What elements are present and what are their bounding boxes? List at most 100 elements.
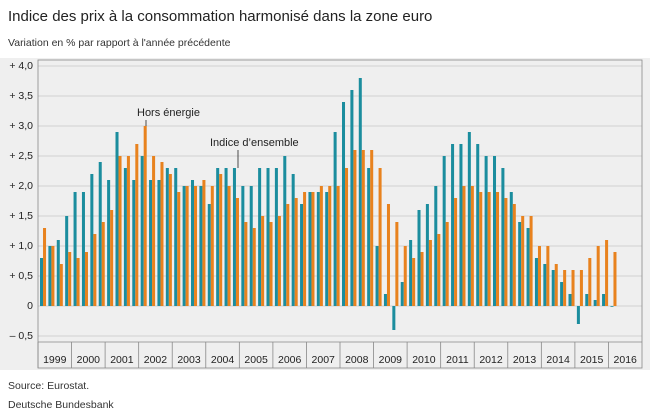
x-tick-label: 2014: [546, 354, 570, 366]
bar: [350, 90, 354, 306]
bar: [118, 156, 122, 306]
bar: [493, 156, 497, 306]
y-tick-label: – 0,5: [10, 330, 34, 342]
bar: [59, 264, 63, 306]
bar: [157, 180, 161, 306]
bar: [149, 180, 153, 306]
bar: [417, 210, 421, 306]
bar: [451, 144, 455, 306]
bar: [442, 156, 446, 306]
legend-label: Indice d’ensemble: [210, 137, 299, 149]
source: Source: Eurostat.: [8, 380, 89, 392]
bar: [593, 300, 597, 306]
x-tick-label: 2003: [177, 354, 201, 366]
bar: [168, 174, 172, 306]
bar: [392, 306, 396, 330]
x-tick-label: 2011: [446, 354, 469, 366]
bar: [509, 192, 513, 306]
bar: [496, 192, 500, 306]
bar: [512, 204, 516, 306]
y-tick-label: + 1,5: [9, 210, 33, 222]
bar: [194, 186, 198, 306]
bar: [576, 306, 580, 324]
x-tick-label: 2002: [144, 354, 168, 366]
bar: [224, 168, 228, 306]
x-tick-label: 2001: [110, 354, 134, 366]
x-tick-label: 2006: [278, 354, 302, 366]
bar: [316, 192, 320, 306]
bar: [342, 102, 346, 306]
legend-label: Hors énergie: [137, 107, 200, 119]
chart-title: Indice des prix à la consommation harmon…: [8, 8, 432, 25]
bar: [43, 228, 47, 306]
x-tick-label: 2015: [580, 354, 604, 366]
bar: [501, 168, 505, 306]
bar: [140, 156, 144, 306]
bar: [534, 258, 538, 306]
bar: [98, 162, 102, 306]
bar: [101, 222, 105, 306]
bar: [526, 228, 530, 306]
bar: [76, 258, 80, 306]
x-tick-label: 2008: [345, 354, 369, 366]
bar: [345, 168, 349, 306]
bar: [325, 192, 329, 306]
bar: [319, 186, 323, 306]
y-tick-label: + 3,5: [9, 90, 33, 102]
bar: [286, 204, 290, 306]
bar: [521, 216, 525, 306]
bar: [40, 258, 44, 306]
bar: [487, 192, 491, 306]
bar: [126, 156, 130, 306]
bar: [425, 204, 429, 306]
bar: [174, 168, 178, 306]
bar: [462, 186, 466, 306]
bar: [467, 132, 471, 306]
bar: [132, 180, 136, 306]
bar: [333, 132, 337, 306]
bar: [269, 222, 273, 306]
bar: [613, 252, 617, 306]
y-tick-label: + 1,0: [9, 240, 33, 252]
bar: [395, 222, 399, 306]
bar: [383, 294, 387, 306]
bar: [266, 168, 270, 306]
bar: [143, 126, 147, 306]
bar: [258, 168, 262, 306]
bar: [123, 168, 127, 306]
bar: [459, 144, 463, 306]
bar: [308, 192, 312, 306]
bar: [571, 270, 575, 306]
bar: [210, 186, 214, 306]
bar: [412, 258, 416, 306]
bar: [191, 180, 195, 306]
bar: [602, 294, 606, 306]
bar: [227, 186, 231, 306]
bar: [165, 168, 169, 306]
bar: [554, 264, 558, 306]
bar: [596, 246, 600, 306]
bar: [370, 150, 374, 306]
bar: [610, 306, 614, 307]
y-tick-label: + 3,0: [9, 120, 33, 132]
bar: [283, 156, 287, 306]
x-tick-label: 2012: [479, 354, 503, 366]
bar: [277, 216, 281, 306]
publisher: Deutsche Bundesbank: [8, 399, 114, 411]
bar: [403, 246, 407, 306]
bar: [68, 252, 72, 306]
bar: [386, 204, 390, 306]
bar: [445, 222, 449, 306]
bar: [358, 78, 362, 306]
y-tick-label: + 0,5: [9, 270, 33, 282]
y-tick-label: 0: [27, 300, 33, 312]
bar: [328, 186, 332, 306]
bar: [84, 252, 88, 306]
x-tick-label: 2010: [412, 354, 436, 366]
x-tick-label: 2004: [211, 354, 235, 366]
bar: [300, 204, 304, 306]
bar: [361, 150, 365, 306]
bar: [563, 270, 567, 306]
bar: [543, 264, 547, 306]
bar: [518, 222, 522, 306]
